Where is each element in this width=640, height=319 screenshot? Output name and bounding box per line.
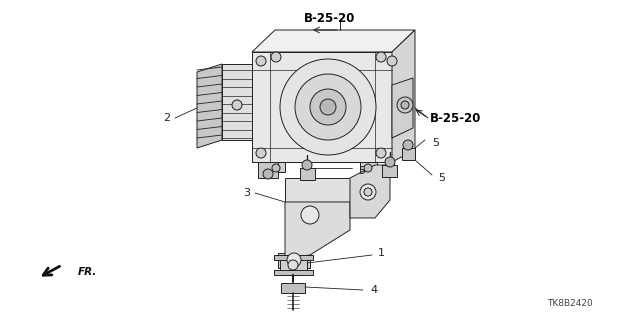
Polygon shape <box>300 168 315 180</box>
Text: 4: 4 <box>370 285 377 295</box>
Polygon shape <box>285 202 350 258</box>
Circle shape <box>287 253 301 267</box>
Text: TK8B2420: TK8B2420 <box>547 299 593 308</box>
Polygon shape <box>252 52 392 162</box>
Polygon shape <box>252 30 415 52</box>
Polygon shape <box>222 64 252 140</box>
Circle shape <box>301 206 319 224</box>
Circle shape <box>387 56 397 66</box>
Polygon shape <box>258 162 278 178</box>
Circle shape <box>397 97 413 113</box>
Circle shape <box>232 100 242 110</box>
Circle shape <box>403 140 413 150</box>
Circle shape <box>364 188 372 196</box>
Polygon shape <box>268 162 285 172</box>
Circle shape <box>376 148 386 158</box>
Polygon shape <box>281 283 305 293</box>
Text: 3: 3 <box>243 188 250 198</box>
Polygon shape <box>392 78 413 138</box>
Circle shape <box>295 74 361 140</box>
Text: 5: 5 <box>438 173 445 183</box>
Polygon shape <box>285 178 350 202</box>
Polygon shape <box>274 270 313 275</box>
Circle shape <box>288 260 298 270</box>
Polygon shape <box>285 202 303 258</box>
Text: B-25-20: B-25-20 <box>304 12 356 25</box>
Circle shape <box>302 160 312 170</box>
Circle shape <box>310 89 346 125</box>
Circle shape <box>280 59 376 155</box>
Polygon shape <box>350 165 390 218</box>
Text: 5: 5 <box>358 166 365 176</box>
Text: FR.: FR. <box>78 267 97 277</box>
Text: 1: 1 <box>378 248 385 258</box>
Polygon shape <box>382 165 397 177</box>
Circle shape <box>385 157 395 167</box>
Circle shape <box>364 164 372 172</box>
Circle shape <box>272 164 280 172</box>
Circle shape <box>256 148 266 158</box>
Text: 2: 2 <box>163 113 170 123</box>
Polygon shape <box>278 253 310 268</box>
Polygon shape <box>274 255 313 260</box>
Circle shape <box>320 99 336 115</box>
Polygon shape <box>280 255 307 275</box>
Polygon shape <box>197 64 222 148</box>
Circle shape <box>376 52 386 62</box>
Circle shape <box>401 101 409 109</box>
Polygon shape <box>402 148 415 160</box>
Circle shape <box>263 169 273 179</box>
Text: B-25-20: B-25-20 <box>430 112 481 124</box>
Polygon shape <box>392 30 415 162</box>
Circle shape <box>271 52 281 62</box>
Circle shape <box>256 56 266 66</box>
Polygon shape <box>360 162 377 172</box>
Circle shape <box>360 184 376 200</box>
Text: 5: 5 <box>432 138 439 148</box>
